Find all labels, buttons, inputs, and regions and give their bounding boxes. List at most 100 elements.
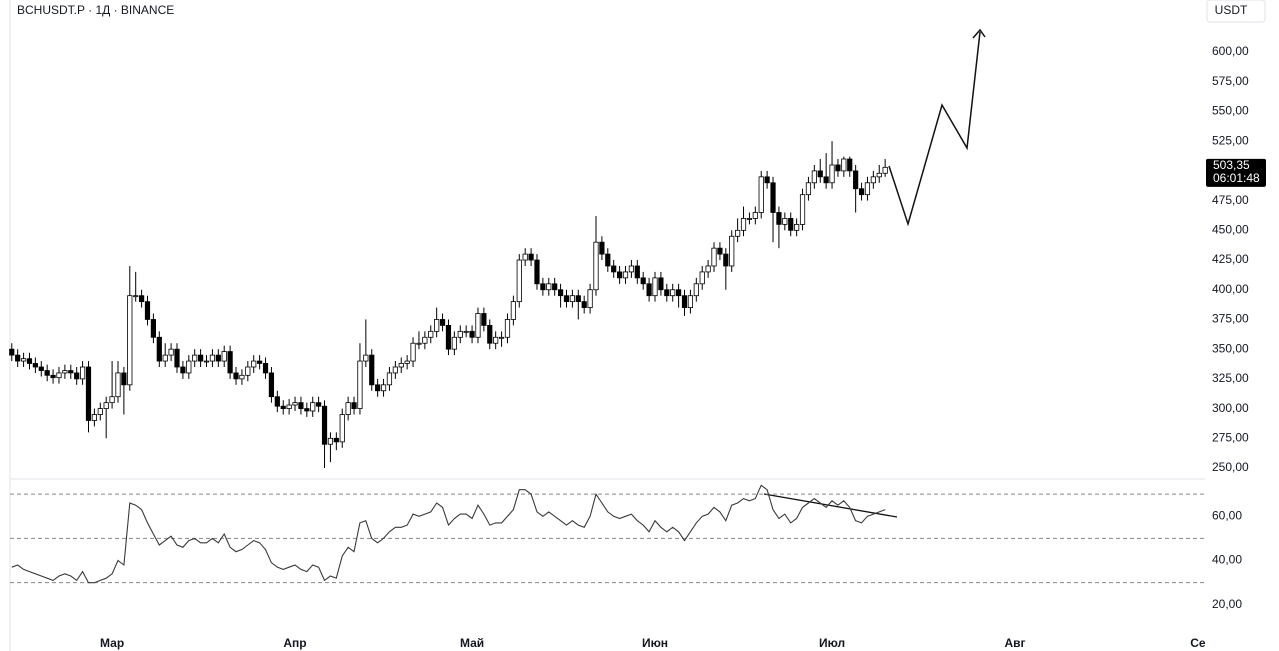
candle-body [392, 366, 398, 374]
last-price-label: 503,35 [1213, 158, 1250, 172]
candle-body [605, 253, 611, 267]
candle-body [351, 402, 357, 409]
candle-body [575, 295, 581, 303]
candle-body [79, 366, 86, 380]
candle-body [339, 414, 345, 443]
rsi-panel: 20,00 40,00 60,00 Мар Апр Май Июн Июл Авг Се [10, 484, 1242, 650]
candle-body [316, 402, 322, 407]
candle-body [262, 363, 269, 374]
candle-body [198, 354, 204, 362]
candle-body [410, 342, 416, 362]
candle-body [705, 265, 711, 273]
x-tick-label: Авг [1004, 636, 1025, 650]
y-tick-label: 300,00 [1212, 401, 1249, 415]
candle-body [799, 194, 806, 225]
candle-body [717, 247, 723, 255]
candle-body [174, 348, 180, 368]
candle-body [628, 265, 635, 273]
rsi-line [11, 484, 886, 584]
candle-body [858, 188, 865, 196]
candle-body [144, 301, 151, 320]
y-tick-label: 400,00 [1212, 282, 1249, 296]
candle-body [752, 212, 758, 219]
candle-body [864, 182, 871, 196]
forecast-arrowhead[interactable] [972, 28, 986, 39]
candle-body [758, 176, 764, 213]
candle-body [398, 363, 404, 368]
candle-body [729, 235, 735, 267]
candle-body [32, 363, 38, 368]
candle-body [510, 301, 516, 320]
candle-body [735, 229, 741, 237]
candle-body [794, 223, 800, 231]
candle-body [428, 330, 434, 338]
forecast-drawing[interactable] [888, 31, 981, 227]
y-tick-label: 250,00 [1212, 460, 1249, 474]
candle-body [156, 336, 162, 362]
candle-body [723, 253, 729, 267]
currency-box[interactable] [1206, 0, 1266, 23]
candle-body [268, 372, 275, 398]
candle-body [380, 384, 387, 392]
candle-body [664, 289, 670, 297]
candle-body [286, 404, 292, 409]
candle-body [227, 351, 233, 374]
candle-body [44, 370, 50, 376]
candle-body [38, 366, 44, 371]
candle-body [493, 336, 499, 344]
candle-body [870, 176, 876, 184]
x-tick-label: Июн [642, 636, 668, 650]
y-tick-label: 325,00 [1212, 371, 1249, 385]
candle-body [782, 218, 788, 225]
candle-body [251, 360, 257, 368]
x-tick-label: Май [460, 636, 484, 650]
candle-body [805, 182, 812, 196]
candle-body [681, 295, 688, 308]
candle-body [569, 295, 575, 303]
candle-body [91, 414, 97, 421]
candle-body [26, 358, 33, 364]
candle-body [593, 241, 599, 291]
candle-body [245, 366, 251, 376]
y-tick-label: 525,00 [1212, 133, 1249, 147]
candle-body [522, 253, 528, 261]
candle-body [221, 351, 227, 362]
candle-body [811, 170, 817, 184]
candle-body [599, 241, 605, 255]
candle-body [581, 301, 587, 308]
candle-body [180, 366, 186, 374]
candle-body [304, 408, 310, 412]
y-tick-label: 375,00 [1212, 312, 1249, 326]
y-tick-label: 550,00 [1212, 104, 1249, 118]
candle-body [257, 360, 263, 364]
candle-body [587, 289, 593, 308]
candle-body [776, 212, 782, 225]
candle-body [192, 354, 198, 362]
candle-body [823, 176, 829, 184]
candle-body [646, 283, 652, 297]
candle-body [416, 342, 422, 345]
candle-body [162, 354, 168, 362]
candle-body [882, 166, 888, 174]
y-tick-label: 60,00 [1212, 508, 1242, 522]
candle-body [622, 271, 629, 279]
candle-body [853, 170, 859, 190]
candle-body [74, 372, 80, 380]
candle-body [386, 372, 393, 386]
candle-body [357, 360, 363, 409]
y-tick-label: 40,00 [1212, 553, 1242, 567]
candle-body [133, 295, 139, 298]
candle-body [68, 370, 74, 374]
currency-label: USDT [1215, 3, 1248, 17]
price-panel: 250,00 275,00 300,00 325,00 350,00 375,00 400,… [9, 44, 1266, 474]
candle-body [457, 330, 463, 338]
candle-body [274, 396, 280, 407]
candle-body [209, 354, 216, 362]
candle-body [127, 295, 133, 386]
candle-body [150, 319, 156, 338]
x-tick-label: Июл [819, 636, 845, 650]
candle-body [115, 372, 121, 398]
candle-body [788, 218, 794, 231]
candle-body [298, 402, 304, 409]
